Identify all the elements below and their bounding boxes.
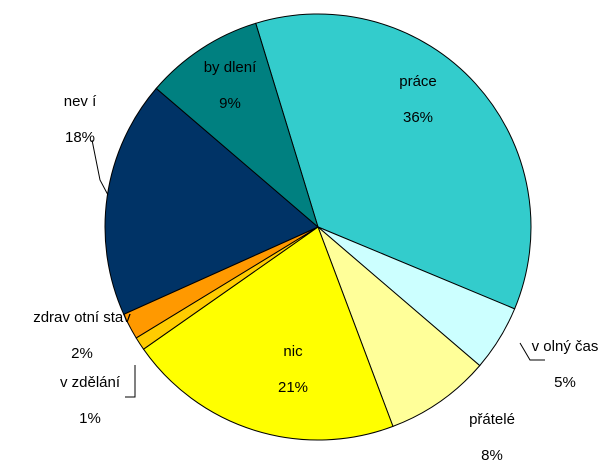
slice-value-label: 21% — [278, 379, 308, 396]
pie-slice — [104, 87, 319, 315]
slice-value-label: 8% — [481, 447, 503, 464]
slice-label: nic — [283, 343, 303, 360]
pie-slice — [142, 226, 394, 441]
slice-label: zdrav otní stav — [33, 309, 131, 326]
slice-value-label: 18% — [65, 129, 95, 146]
slice-label: přátelé — [469, 411, 515, 428]
pie — [104, 13, 532, 441]
pie-slice — [255, 13, 532, 310]
slice-label: práce — [399, 73, 437, 90]
labels: práce 36% v olný čas 5% přátelé 8% nic 21% v zdě… — [33, 59, 598, 464]
leader-line — [91, 139, 109, 196]
leader-line — [519, 342, 545, 361]
slice-value-label: 36% — [403, 109, 433, 126]
slice-value-label: 1% — [79, 410, 101, 427]
slice-label: by dlení — [204, 59, 257, 76]
pie-slice — [155, 22, 319, 229]
slice-value-label: 9% — [219, 95, 241, 112]
slice-value-label: 5% — [554, 374, 576, 391]
pie-slice — [317, 226, 481, 428]
slice-label: nev í — [64, 93, 97, 110]
leader-line — [125, 365, 136, 398]
slice-label: v olný čas — [532, 338, 599, 355]
slice-label: v zdělání — [60, 374, 121, 391]
slice-value-label: 2% — [71, 345, 93, 362]
